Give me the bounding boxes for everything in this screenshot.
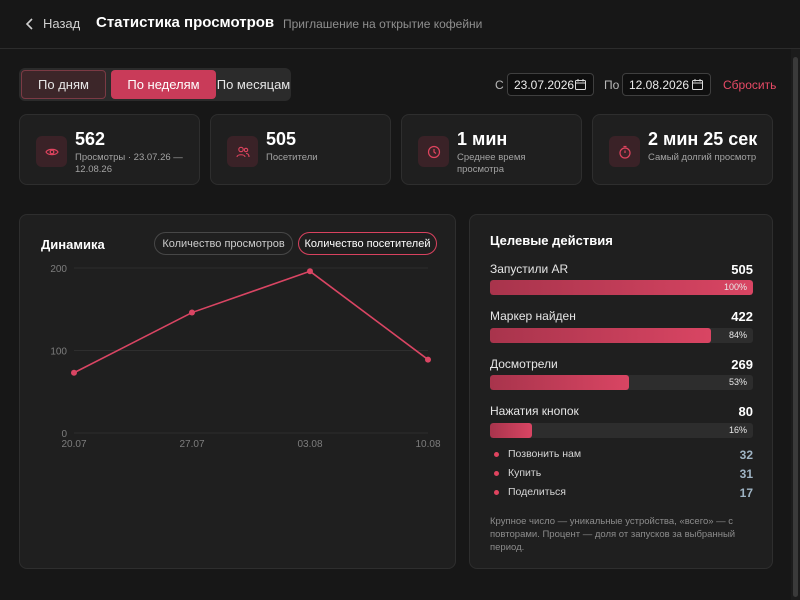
goal-bar: 16%: [490, 423, 753, 438]
series-line: [73, 270, 429, 374]
goals-panel: Целевые действия Запустили AR 505 100% М…: [469, 214, 773, 569]
eye-icon: [36, 136, 67, 167]
line-chart: 0 100 200 20.07 27.07 03.08 10.08: [50, 264, 441, 450]
bullet-dot: [494, 470, 499, 476]
stat-label: Посетители: [266, 152, 318, 163]
stat-value: 562: [75, 129, 106, 149]
tab-weeks[interactable]: По неделям: [111, 70, 216, 99]
button-stat-value: 32: [739, 448, 753, 462]
period-tabs: По дням По неделям По месяцам: [19, 68, 291, 101]
button-stat-name: Купить: [508, 467, 542, 479]
toggle-visitors[interactable]: Количество посетителей: [298, 232, 437, 255]
button-stat-item: Купить: [494, 467, 541, 479]
goal-name: Запустили AR: [490, 262, 569, 276]
data-point: [425, 356, 431, 363]
data-point: [71, 369, 77, 376]
date-to-value: 12.08.2026: [629, 77, 690, 92]
goal-percent: 16%: [728, 425, 747, 435]
date-to-label: По: [604, 78, 620, 92]
stat-value: 2 мин 25 сек: [648, 129, 758, 149]
x-tick-label: 10.08: [415, 439, 440, 450]
goal-bar-fill: [490, 280, 753, 295]
button-stat-item: Позвонить нам: [494, 448, 581, 460]
reset-link[interactable]: Сбросить: [723, 78, 777, 92]
y-tick-label: 100: [50, 347, 67, 358]
bullet-dot: [494, 489, 499, 495]
button-stat-name: Позвонить нам: [508, 448, 582, 460]
date-to-input[interactable]: 12.08.2026: [622, 73, 711, 96]
chevron-left-icon: [25, 17, 33, 30]
stat-card-visitors: 505 Посетители: [210, 114, 391, 185]
header: Назад Статистика просмотров Приглашение …: [0, 0, 800, 49]
dynamics-title: Динамика: [41, 237, 105, 252]
stat-value: 505: [266, 129, 297, 149]
scrollbar-thumb[interactable]: [793, 57, 798, 597]
clock-icon: [418, 136, 449, 167]
x-tick-label: 27.07: [179, 439, 204, 450]
back-label: Назад: [43, 16, 81, 31]
stat-card-avg-time: 1 мин Среднее время просмотра: [401, 114, 582, 185]
tab-months[interactable]: По месяцам: [216, 77, 291, 92]
y-tick-label: 0: [61, 429, 67, 440]
goal-value: 422: [731, 309, 753, 324]
users-icon: [227, 136, 258, 167]
goal-name: Нажатия кнопок: [490, 404, 579, 418]
goal-name: Досмотрели: [490, 357, 558, 371]
button-stat-value: 17: [739, 486, 753, 500]
goals-note: Крупное число — уникальные устройства, «…: [490, 516, 736, 553]
date-from-input[interactable]: 23.07.2026: [507, 73, 594, 96]
dynamics-panel: Динамика Количество просмотров Количеств…: [19, 214, 456, 569]
data-point: [189, 309, 195, 316]
goal-value: 269: [731, 357, 753, 372]
goal-percent: 100%: [723, 282, 747, 292]
stat-card-longest: 2 мин 25 сек Самый долгий просмотр: [592, 114, 773, 185]
goal-bar: 84%: [490, 328, 753, 343]
goal-bar: 100%: [490, 280, 753, 295]
page-subtitle: Приглашение на открытие кофейни: [283, 17, 483, 31]
goal-value: 505: [731, 262, 753, 277]
scrollbar[interactable]: [791, 49, 800, 600]
stat-label: Просмотры · 23.07.26 — 12.08.26: [75, 152, 183, 175]
page-title: Статистика просмотров: [96, 14, 275, 31]
goals-title: Целевые действия: [490, 233, 613, 248]
goal-bar-fill: [490, 423, 533, 438]
date-from-value: 23.07.2026: [514, 77, 575, 92]
stopwatch-icon: [609, 136, 640, 167]
calendar-icon: [692, 79, 703, 90]
stat-value: 1 мин: [457, 129, 508, 149]
x-tick-label: 20.07: [61, 439, 86, 450]
stat-label: Среднее время просмотра: [457, 152, 526, 175]
goal-value: 80: [738, 404, 753, 419]
stat-card-views: 562 Просмотры · 23.07.26 — 12.08.26: [19, 114, 200, 185]
toggle-views[interactable]: Количество просмотров: [154, 232, 293, 255]
calendar-icon: [575, 79, 586, 90]
goal-percent: 84%: [728, 330, 747, 340]
goal-bar: 53%: [490, 375, 753, 390]
goal-bar-fill: [490, 328, 711, 343]
button-stat-value: 31: [739, 467, 753, 481]
goal-percent: 53%: [728, 377, 747, 387]
goal-bar-fill: [490, 375, 630, 390]
goal-name: Маркер найден: [490, 309, 576, 323]
x-tick-label: 03.08: [297, 439, 322, 450]
back-button[interactable]: Назад: [25, 16, 80, 31]
bullet-dot: [494, 451, 499, 457]
button-stat-name: Поделиться: [508, 486, 566, 498]
button-stat-item: Поделиться: [494, 486, 566, 498]
data-point: [307, 268, 313, 275]
tab-days[interactable]: По дням: [21, 70, 106, 99]
date-from-label: С: [495, 78, 504, 92]
stat-label: Самый долгий просмотр: [648, 152, 757, 163]
y-tick-label: 200: [50, 264, 67, 275]
